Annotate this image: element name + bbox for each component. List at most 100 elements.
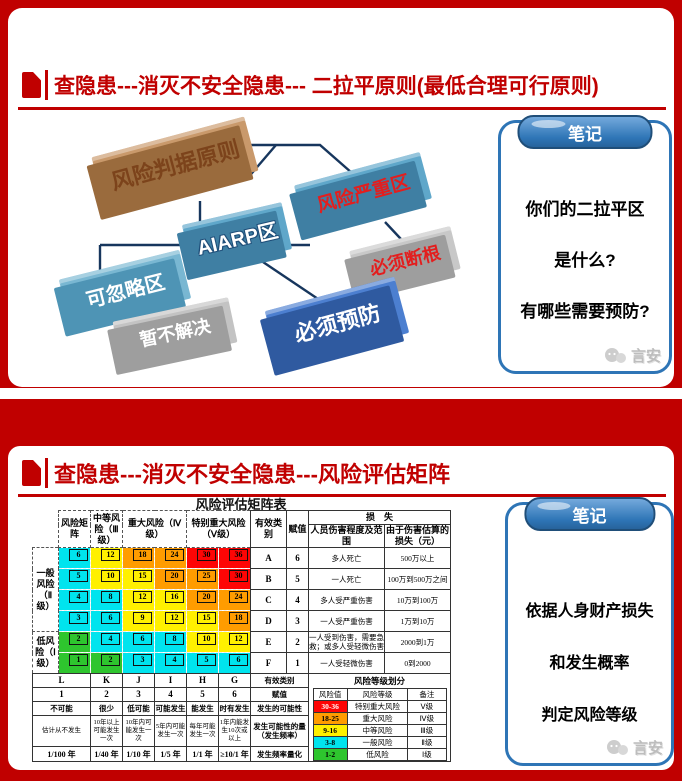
loss-category: A — [250, 547, 288, 569]
loss-amount: 10万到100万 — [384, 589, 452, 611]
matrix-cell: 30 — [217, 568, 252, 590]
likelihood-value: 1 — [32, 686, 91, 702]
watermark-text: 言安 — [630, 348, 661, 365]
legend-range: 3-8 — [312, 736, 348, 749]
col-header-medium: 中等风险（Ⅲ级） — [90, 510, 123, 548]
matrix-cell: 10 — [90, 568, 123, 590]
matrix-corner-label: 风险矩阵 — [58, 510, 91, 548]
loss-value: 4 — [286, 589, 310, 611]
matrix-cell: 25 — [186, 568, 219, 590]
note-line: 你们的二拉平区 — [525, 200, 645, 219]
likelihood-frequency: 1/100 年 — [32, 746, 91, 762]
notes-panel: 笔记 依据人身财产损失 和发生概率 判定风险等级 言安 — [505, 497, 674, 766]
loss-amount: 500万以上 — [384, 547, 452, 569]
matrix-cell: 30 — [186, 547, 219, 569]
bottom-row-label: 发生频率量化 — [250, 746, 310, 762]
matrix-cell: 6 — [122, 631, 155, 653]
note-line: 依据人身财产损失 — [525, 603, 654, 620]
matrix-cell: 4 — [154, 652, 187, 674]
risk-level-legend: 风险等级划分 风险值 风险等级 备注 30-36 特别重大风险 Ⅴ级 — [308, 673, 452, 762]
row-group-general: 一般风险（Ⅱ级） — [32, 547, 59, 632]
matrix-cell: 5 — [58, 568, 91, 590]
divider-band — [0, 388, 682, 399]
legend-header: 风险值 — [312, 688, 348, 701]
likelihood-letter: H — [186, 673, 219, 688]
chat-face-icon — [606, 739, 628, 755]
likelihood-word: 很少 — [90, 700, 123, 717]
legend-note: Ⅴ级 — [407, 700, 447, 713]
bottom-row-label: 发生的可能性 — [250, 700, 310, 717]
loss-value: 1 — [286, 652, 310, 674]
slide1-title-row: 查隐患---消灭不安全隐患--- 二拉平原则(最低合理可行原则) — [22, 66, 666, 104]
legend-note: Ⅱ级 — [407, 736, 447, 749]
legend-level: 一般风险 — [346, 736, 409, 749]
matrix-cell: 6 — [58, 547, 91, 569]
document-icon — [22, 460, 41, 486]
matrix-table-title: 风险评估矩阵表 — [195, 497, 287, 512]
matrix-cell: 2 — [90, 652, 123, 674]
value-header: 赋值 — [286, 510, 310, 548]
notes-header-pill: 笔记 — [523, 497, 656, 531]
matrix-cell: 24 — [217, 589, 252, 611]
loss-category: B — [250, 568, 288, 590]
matrix-cell: 36 — [217, 547, 252, 569]
likelihood-word: 能发生 — [186, 700, 219, 717]
likelihood-description: 估计从不发生 — [32, 715, 91, 748]
matrix-cell: 3 — [58, 610, 91, 632]
note-line: 和发生概率 — [549, 655, 630, 672]
legend-range: 18-25 — [312, 712, 348, 725]
matrix-cell: 20 — [154, 568, 187, 590]
note-line: 判定风险等级 — [541, 707, 638, 724]
loss-category: F — [250, 652, 288, 674]
title-divider — [45, 70, 48, 100]
likelihood-description: 5年内可能发生一次 — [154, 715, 187, 748]
watermark-text: 言安 — [632, 740, 663, 757]
likelihood-description: 10年内可能发生一次 — [122, 715, 155, 748]
risk-block-label: AIARP区 — [195, 219, 281, 260]
legend-header: 风险等级 — [346, 688, 409, 701]
legend-note: Ⅰ级 — [407, 748, 447, 761]
legend-title: 风险等级划分 — [354, 676, 406, 686]
notes-header-label: 笔记 — [572, 506, 607, 526]
likelihood-letter: G — [217, 673, 252, 688]
matrix-cell: 20 — [186, 589, 219, 611]
loss-injury: 一人死亡 — [308, 568, 386, 590]
loss-category: C — [250, 589, 288, 611]
col-header-extreme: 特别重大风险（Ⅴ级） — [185, 510, 252, 548]
loss-category: E — [250, 631, 288, 653]
title-underline — [18, 107, 666, 110]
risk-block-label: 必须断根 — [367, 242, 443, 280]
matrix-cell: 6 — [217, 652, 252, 674]
slide2-card: 查隐患---消灭不安全隐患---风险评估矩阵 风险评估矩阵表 风险矩阵 中等风险… — [8, 446, 674, 770]
likelihood-description: 1年内能发生10次或以上 — [217, 715, 252, 748]
matrix-cell: 12 — [217, 631, 252, 653]
likelihood-word: 低可能 — [122, 700, 155, 717]
matrix-cell: 8 — [90, 589, 123, 611]
matrix-cell: 8 — [154, 631, 187, 653]
likelihood-description: 每年可能发生一次 — [186, 715, 219, 748]
matrix-cell: 4 — [90, 631, 123, 653]
likelihood-frequency: 1/5 年 — [154, 746, 187, 762]
likelihood-frequency: 1/10 年 — [122, 746, 155, 762]
matrix-cell: 12 — [122, 589, 155, 611]
row-group-low: 低风险（Ⅰ级） — [32, 631, 59, 674]
loss-value: 5 — [286, 568, 310, 590]
likelihood-frequency: 1/40 年 — [90, 746, 123, 762]
risk-block-label: 可忽略区 — [84, 271, 168, 312]
matrix-cell: 15 — [186, 610, 219, 632]
bottom-row-label: 赋值 — [250, 686, 310, 702]
legend-note: Ⅳ级 — [407, 712, 447, 725]
likelihood-description: 10年以上可能发生一次 — [90, 715, 123, 748]
legend-level: 特别重大风险 — [346, 700, 409, 713]
matrix-cell: 18 — [217, 610, 252, 632]
amount-header: 由于伤害估算的损失（元） — [384, 524, 452, 548]
slide2-title: 查隐患---消灭不安全隐患---风险评估矩阵 — [54, 462, 450, 487]
matrix-cell: 1 — [58, 652, 91, 674]
notes-header-pill: 笔记 — [517, 115, 653, 149]
watermark: 言安 — [604, 345, 661, 366]
injury-header: 人员伤害程度及范围 — [308, 524, 386, 548]
matrix-cell: 3 — [122, 652, 155, 674]
matrix-cell: 5 — [186, 652, 219, 674]
slide1-title: 查隐患---消灭不安全隐患--- 二拉平原则(最低合理可行原则) — [54, 75, 599, 98]
legend-header: 备注 — [407, 688, 447, 701]
